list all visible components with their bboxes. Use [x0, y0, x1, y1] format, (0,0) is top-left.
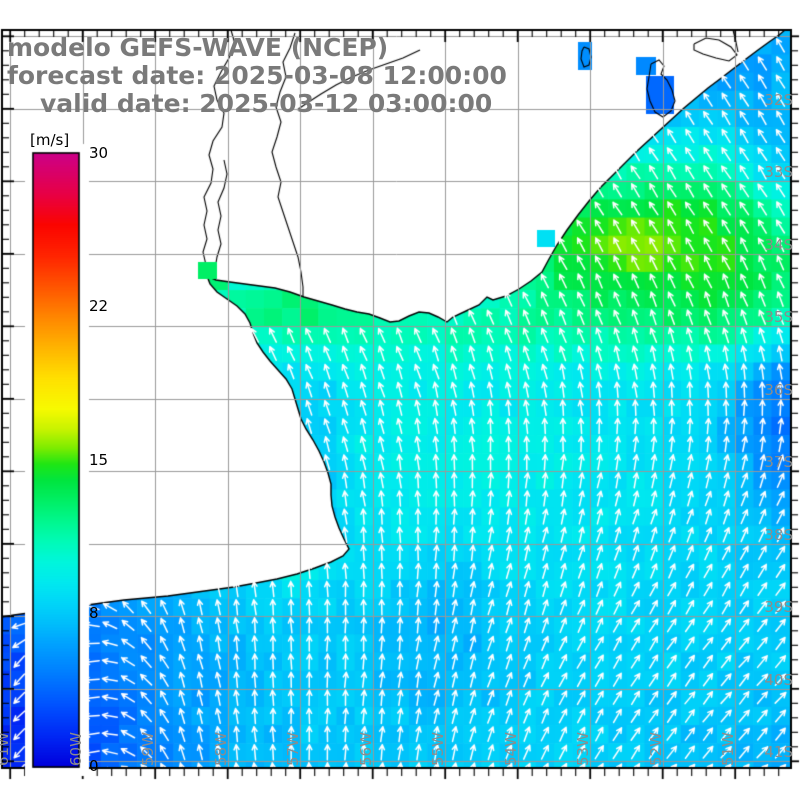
- lon-label-61W: 61W: [0, 732, 13, 766]
- lon-label-55W: 55W: [429, 732, 448, 766]
- lat-label-36S: 36S: [764, 380, 793, 399]
- lon-label-60W: 60W: [66, 732, 85, 766]
- valid-date-label: valid date: 2025-03-12 03:00:00: [40, 89, 493, 118]
- lat-label-35S: 35S: [764, 308, 793, 327]
- lon-label-51W: 51W: [719, 732, 738, 766]
- model-title: modelo GEFS-WAVE (NCEP): [7, 33, 389, 62]
- lon-label-52W: 52W: [646, 732, 665, 766]
- colorbar-tick-0: 0: [89, 757, 99, 775]
- colorbar-unit-label: [m/s]: [30, 131, 70, 149]
- lon-label-56W: 56W: [356, 732, 375, 766]
- lon-label-54W: 54W: [501, 732, 520, 766]
- lat-label-38S: 38S: [764, 525, 793, 544]
- colorbar-tick-22: 22: [89, 297, 109, 315]
- lat-label-33S: 33S: [764, 163, 793, 182]
- lon-label-59W: 59W: [139, 732, 158, 766]
- lat-label-34S: 34S: [764, 235, 793, 254]
- colorbar-tick-30: 30: [89, 144, 109, 162]
- lat-label-41S: 41S: [764, 743, 793, 762]
- lat-label-37S: 37S: [764, 453, 793, 472]
- lat-label-32S: 32S: [764, 90, 793, 109]
- lon-label-58W: 58W: [211, 732, 230, 766]
- lat-label-40S: 40S: [764, 670, 793, 689]
- colorbar-tick-15: 15: [89, 451, 109, 469]
- colorbar-tick-8: 8: [89, 604, 99, 622]
- forecast-date-label: forecast date: 2025-03-08 12:00:00: [7, 61, 507, 90]
- lat-label-39S: 39S: [764, 598, 793, 617]
- lon-label-53W: 53W: [574, 732, 593, 766]
- lon-label-57W: 57W: [284, 732, 303, 766]
